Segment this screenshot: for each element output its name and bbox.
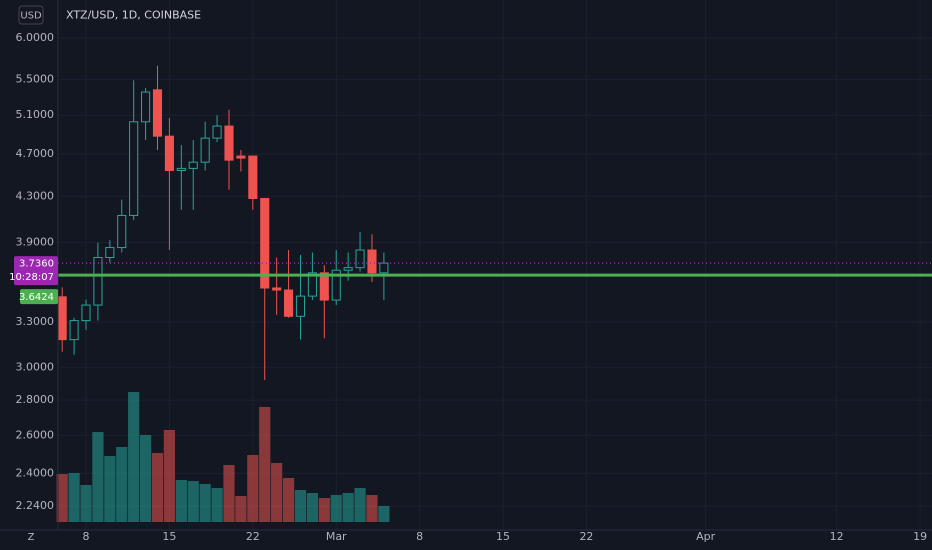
volume-bar	[128, 392, 140, 522]
y-tick-label: 2.6000	[16, 428, 55, 441]
y-tick-label: 3.3000	[16, 315, 55, 328]
candle-body	[272, 287, 282, 291]
y-tick-label: 5.5000	[16, 72, 55, 85]
x-tick-label: 22	[579, 530, 593, 543]
x-tick-label: 19	[913, 530, 927, 543]
candle-body	[224, 125, 234, 161]
volume-bar	[282, 478, 295, 522]
volume-bar	[80, 485, 92, 522]
x-tick-label: Mar	[326, 530, 347, 543]
candle-body	[236, 155, 246, 159]
volume-bar	[330, 495, 342, 522]
volume-bar	[151, 453, 164, 522]
candle-body	[57, 296, 67, 341]
candle-body	[295, 295, 306, 317]
candle-body	[284, 289, 294, 317]
volume-bar	[378, 506, 390, 522]
currency-box[interactable]	[18, 5, 44, 25]
candle-body	[117, 214, 127, 249]
level-label: 3.6424	[19, 292, 54, 303]
timezone-button[interactable]: Z	[28, 532, 35, 543]
y-tick-label: 4.3000	[16, 189, 55, 202]
candle-body	[176, 167, 186, 171]
volume-bar	[199, 484, 211, 522]
level-box	[20, 289, 58, 305]
volume-bar	[187, 481, 199, 522]
x-tick-label: 12	[830, 530, 844, 543]
candle-body	[93, 257, 103, 306]
candle-body	[69, 320, 79, 341]
x-tick-label: Apr	[696, 530, 716, 543]
volume-bar	[56, 474, 68, 522]
volume-bar	[223, 465, 235, 522]
volume-bar	[342, 493, 354, 522]
candle-body	[260, 197, 270, 289]
candle-body	[129, 121, 139, 216]
candle-body	[343, 267, 353, 271]
y-tick-label: 2.4000	[16, 466, 55, 479]
volume-bar	[68, 473, 80, 522]
chart-title: XTZ/USD, 1D, COINBASE	[66, 9, 201, 22]
y-tick-label: 3.0000	[16, 360, 55, 373]
volume-bar	[247, 455, 259, 522]
x-tick-label: 15	[162, 530, 176, 543]
volume-bar	[259, 407, 271, 522]
countdown-label: 10:28:07	[9, 272, 54, 283]
candle-body	[212, 125, 222, 139]
x-tick-label: 15	[496, 530, 510, 543]
y-tick-label: 5.1000	[16, 108, 55, 121]
candle-body	[141, 91, 151, 123]
candle-body	[307, 272, 317, 297]
candle-body	[319, 272, 329, 301]
y-tick-label: 2.2400	[16, 499, 55, 512]
y-tick-label: 6.0000	[16, 31, 55, 44]
candle-body	[355, 249, 365, 269]
x-tick-label: 8	[416, 530, 423, 543]
volume-bar	[366, 495, 378, 522]
volume-bar	[211, 488, 223, 522]
volume-bar	[139, 435, 152, 522]
volume-bar	[175, 480, 187, 522]
volume-bar	[116, 447, 128, 522]
candle-body	[200, 137, 210, 163]
candle-body	[379, 262, 389, 274]
currency[interactable]: USD	[20, 11, 42, 22]
volume-bar	[318, 498, 330, 522]
volume-bar	[104, 456, 116, 522]
volume-bar	[354, 488, 366, 522]
y-tick-label: 4.7000	[16, 147, 55, 160]
candle-body	[331, 269, 341, 301]
volume-bar	[294, 490, 307, 522]
x-tick-label: 22	[246, 530, 260, 543]
volume-bar	[163, 430, 176, 522]
candle-body	[164, 135, 174, 171]
y-tick-label: 2.8000	[16, 393, 55, 406]
candle-body	[248, 155, 258, 199]
candle-body	[367, 249, 377, 274]
candle-body	[105, 247, 115, 259]
x-tick-label: 8	[83, 530, 90, 543]
volume-bar	[306, 493, 318, 522]
current-price-box	[14, 256, 58, 286]
volume-bar	[271, 463, 283, 522]
volume-bar	[235, 496, 247, 522]
candle-body	[188, 161, 198, 169]
y-tick-label: 3.9000	[16, 236, 55, 249]
volume-bar	[92, 432, 104, 522]
candle-body	[152, 89, 163, 137]
current-price-label: 3.7360	[19, 259, 54, 270]
candle-body	[81, 304, 91, 322]
